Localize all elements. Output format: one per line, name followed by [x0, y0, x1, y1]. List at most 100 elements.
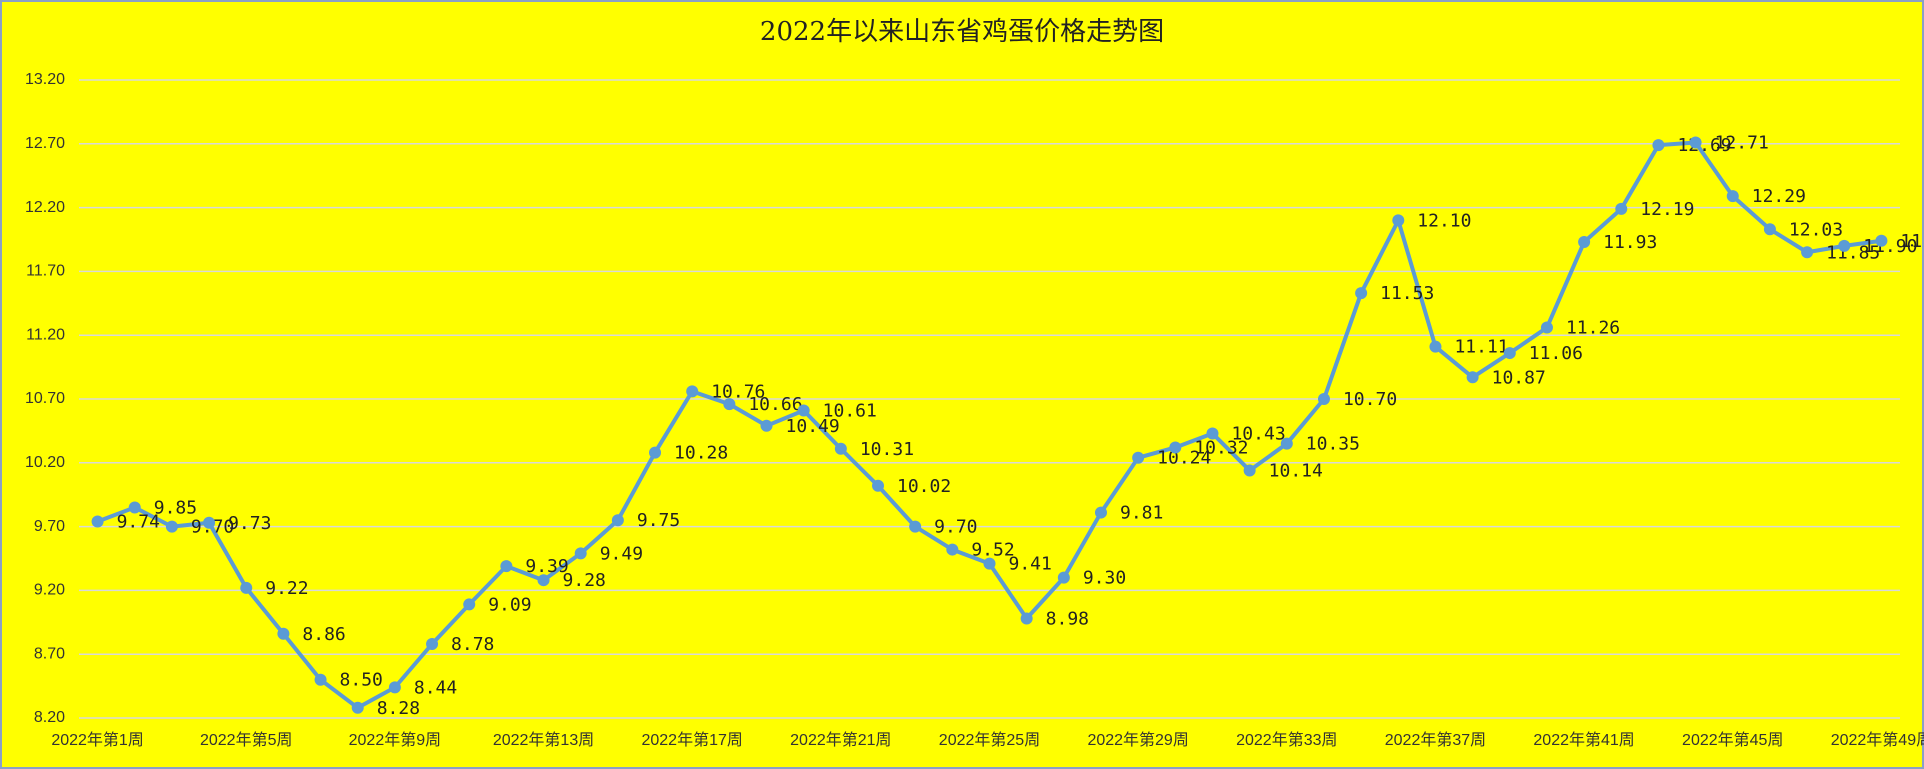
x-tick-label: 2022年第45周 — [1682, 731, 1783, 749]
point — [983, 557, 996, 570]
point — [1206, 427, 1219, 440]
y-tick-label: 9.20 — [34, 582, 65, 599]
data-label: 11.93 — [1603, 232, 1657, 253]
data-label: 9.81 — [1120, 503, 1163, 524]
data-label: 11.53 — [1380, 283, 1434, 304]
y-tick-label: 10.20 — [25, 454, 65, 471]
point — [649, 446, 662, 459]
data-label: 10.28 — [674, 443, 728, 464]
point — [1355, 287, 1368, 300]
data-label: 10.76 — [711, 381, 765, 402]
point — [463, 598, 476, 611]
point — [1280, 437, 1293, 450]
y-tick-label: 10.70 — [25, 390, 65, 407]
point — [203, 516, 216, 529]
point — [1429, 340, 1442, 353]
point — [426, 637, 439, 650]
point — [760, 419, 773, 432]
y-tick-label: 13.20 — [25, 71, 65, 88]
data-label: 10.70 — [1343, 389, 1397, 410]
point — [834, 442, 847, 455]
point — [1652, 139, 1665, 152]
data-label: 10.24 — [1157, 448, 1211, 469]
data-label: 8.86 — [302, 624, 345, 645]
point — [165, 520, 178, 533]
y-tick-label: 11.20 — [26, 326, 65, 343]
point — [128, 501, 141, 514]
data-label: 10.31 — [860, 439, 914, 460]
point — [1578, 236, 1591, 249]
data-label: 8.78 — [451, 634, 494, 655]
data-label: 12.29 — [1752, 186, 1806, 207]
data-label: 9.22 — [265, 578, 308, 599]
x-tick-label: 2022年第5周 — [200, 731, 293, 749]
x-tick-label: 2022年第1周 — [51, 731, 144, 749]
y-tick-label: 8.70 — [34, 645, 65, 662]
data-label: 9.41 — [1009, 554, 1052, 575]
point — [1540, 321, 1553, 334]
data-label: 10.14 — [1269, 460, 1323, 481]
point — [277, 627, 290, 640]
point — [611, 514, 624, 527]
point — [1020, 612, 1033, 625]
y-tick-label: 8.20 — [34, 709, 65, 726]
data-label: 9.85 — [154, 497, 197, 518]
y-tick-label: 9.70 — [34, 518, 65, 535]
point — [1466, 371, 1479, 384]
data-label: 9.74 — [117, 511, 160, 532]
point — [1094, 506, 1107, 519]
point — [240, 581, 253, 594]
point — [314, 673, 327, 686]
data-label: 10.43 — [1231, 423, 1285, 444]
data-label: 10.61 — [823, 400, 877, 421]
data-label: 11.26 — [1566, 318, 1620, 339]
point — [797, 404, 810, 417]
data-label: 9.73 — [228, 513, 271, 534]
x-tick-label: 2022年第29周 — [1087, 731, 1188, 749]
x-tick-label: 2022年第37周 — [1385, 731, 1486, 749]
data-label: 10.32 — [1194, 437, 1248, 458]
data-label: 9.30 — [1083, 568, 1126, 589]
data-label: 8.50 — [340, 670, 383, 691]
point — [351, 701, 364, 714]
point — [1503, 347, 1516, 360]
point — [1838, 239, 1851, 252]
x-tick-label: 2022年第17周 — [641, 731, 742, 749]
point — [537, 574, 550, 587]
point — [1392, 214, 1405, 227]
point — [91, 515, 104, 528]
data-label: 9.70 — [934, 517, 977, 538]
x-tick-label: 2022年第33周 — [1236, 731, 1337, 749]
point — [500, 560, 513, 573]
data-label: 9.49 — [600, 543, 643, 564]
x-tick-label: 2022年第49周 — [1831, 731, 1924, 749]
point — [1169, 441, 1182, 454]
data-label: 11.11 — [1454, 337, 1508, 358]
data-label: 10.66 — [748, 394, 802, 415]
data-label: 9.52 — [971, 540, 1014, 561]
data-label: 12.71 — [1715, 133, 1769, 154]
point — [1132, 451, 1145, 464]
data-label: 9.75 — [637, 510, 680, 531]
data-label: 10.87 — [1492, 367, 1546, 388]
x-tick-label: 2022年第13周 — [493, 731, 594, 749]
point — [1801, 246, 1814, 259]
data-label: 9.09 — [488, 594, 531, 615]
point — [1243, 464, 1256, 477]
x-tick-label: 2022年第41周 — [1533, 731, 1634, 749]
point — [1875, 234, 1888, 247]
data-label: 12.03 — [1789, 219, 1843, 240]
x-tick-label: 2022年第25周 — [939, 731, 1040, 749]
point — [1726, 190, 1739, 203]
point — [1317, 393, 1330, 405]
chart-title: 2022年以来山东省鸡蛋价格走势图 — [760, 17, 1164, 47]
data-label: 8.44 — [414, 677, 457, 698]
data-label: 11.06 — [1529, 343, 1583, 364]
x-tick-label: 2022年第21周 — [790, 731, 891, 749]
y-tick-label: 12.20 — [25, 199, 65, 216]
point — [946, 543, 959, 556]
data-label: 10.35 — [1306, 434, 1360, 455]
point — [388, 681, 401, 694]
